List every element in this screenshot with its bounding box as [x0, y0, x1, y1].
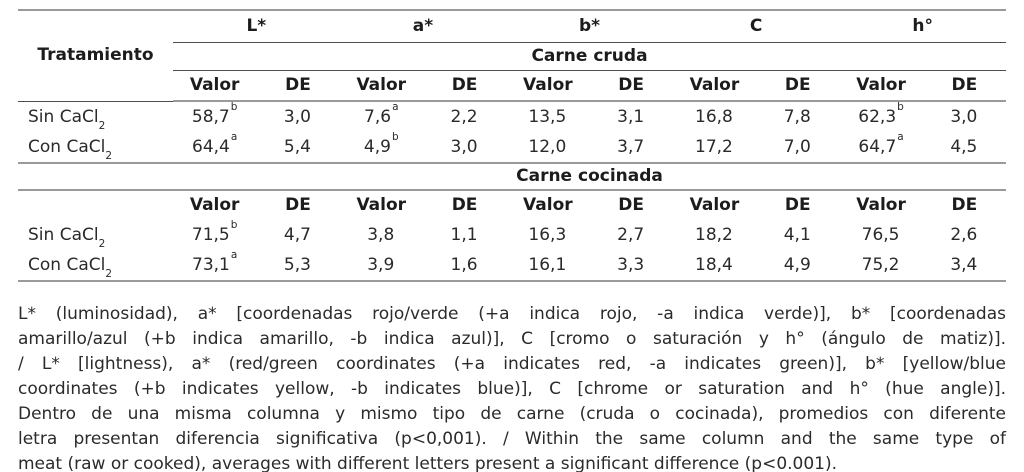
value-cell: 4,1	[783, 225, 811, 245]
value-cell: 4,9	[783, 255, 811, 275]
spacer-cell	[18, 190, 173, 220]
value-cell: 62,3b	[858, 101, 904, 127]
value-cell: 7,0	[783, 137, 811, 157]
subheader-valor: Valor	[189, 195, 240, 215]
value-cell: 7,6a	[364, 101, 399, 127]
value-cell: 5,4	[283, 137, 311, 157]
value-cell: 3,0	[450, 137, 478, 157]
section-title-row-cooked: Carne cocinada	[18, 162, 1007, 191]
subheader-valor: Valor	[523, 195, 573, 215]
value-cell: 13,5	[528, 107, 567, 127]
section-title-cooked: Carne cocinada	[173, 162, 1007, 191]
value-cell: 76,5	[861, 225, 900, 245]
value-cell: 64,4a	[192, 131, 238, 157]
subheader-de: DE	[451, 195, 478, 215]
meat-color-table: Tratamiento L* a* b* C h° Carne cruda Va…	[18, 9, 1007, 282]
group-header-row: Tratamiento L* a* b* C h°	[18, 10, 1007, 102]
row-label: Sin CaCl2	[28, 106, 106, 133]
footnote-line: Dentro de una misma columna y mismo tipo…	[18, 404, 1006, 424]
value-cell: 5,3	[283, 255, 311, 275]
value-cell: 3,1	[617, 107, 645, 127]
subheader-de: DE	[589, 70, 673, 102]
subheader-de: DE	[256, 70, 340, 102]
row-label: Con CaCl2	[28, 137, 113, 163]
value-cell: 3,4	[950, 255, 978, 275]
footnote-line: meat (raw or cooked), averages with diff…	[18, 454, 838, 472]
value-cell: 1,1	[450, 225, 478, 245]
value-cell: 58,7b	[191, 101, 238, 127]
subheader-valor: Valor	[173, 70, 257, 102]
table-footnote: L* (luminosidad), a* [coordenadas rojo/v…	[18, 302, 1006, 472]
table-row-raw-sin-cacl2: Sin CaCl2 58,7b 3,0 7,6a 2,2 13,5 3,1 16…	[18, 101, 1006, 132]
value-cell: 3,7	[617, 137, 645, 157]
footnote-line: amarillo/azul (+b indica amarillo, -b in…	[18, 329, 1006, 349]
table-row-cooked-con-cacl2: Con CaCl2 73,1a 5,3 3,9 1,6 16,1 3,3 18,…	[18, 250, 1006, 281]
value-cell: 2,2	[450, 107, 478, 127]
subheader-valor: Valor	[672, 70, 757, 102]
subheader-de: DE	[618, 195, 645, 215]
spacer-cell	[18, 162, 173, 191]
value-cell: 3,3	[617, 255, 645, 275]
value-cell: 12,0	[528, 137, 567, 157]
value-cell: 64,7a	[858, 131, 904, 157]
subheader-valor: Valor	[856, 195, 906, 215]
value-cell: 75,2	[861, 255, 900, 275]
group-header-c: C	[672, 10, 840, 43]
group-header-bstar: b*	[506, 10, 673, 43]
value-cell: 18,4	[695, 255, 733, 275]
subheader-valor: Valor	[689, 195, 740, 215]
footnote-line: / L* [lightness), a* (red/green coordina…	[18, 354, 1006, 374]
value-cell: 16,3	[528, 225, 567, 245]
value-cell: 3,0	[950, 107, 978, 127]
value-cell: 3,9	[367, 255, 395, 275]
value-cell: 7,8	[783, 107, 811, 127]
subheader-de: DE	[756, 70, 840, 102]
row-label: Sin CaCl2	[28, 225, 106, 251]
subheader-de: DE	[422, 70, 507, 102]
subheader-row-cooked: Valor DE Valor DE Valor DE Valor DE Valo…	[18, 190, 1006, 220]
subheader-valor: Valor	[356, 195, 407, 215]
group-header-hue: h°	[839, 10, 1007, 43]
row-label: Con CaCl2	[28, 255, 113, 281]
section-title-raw: Carne cruda	[173, 42, 1007, 71]
value-cell: 18,2	[695, 225, 733, 245]
value-cell: 4,9b	[363, 131, 399, 157]
subheader-de: DE	[951, 195, 978, 215]
subheader-de: DE	[922, 70, 1007, 102]
section-title-row-raw: Carne cruda	[18, 42, 1007, 71]
value-cell: 4,7	[283, 225, 311, 245]
footnote-line: coordinates (+b indicates yellow, -b ind…	[18, 379, 1006, 399]
footnote-line: letra presentan diferencia significativa…	[18, 429, 1006, 449]
value-cell: 16,8	[695, 107, 733, 127]
group-header-lstar: L*	[173, 10, 340, 43]
table-row-raw-con-cacl2: Con CaCl2 64,4a 5,4 4,9b 3,0 12,0 3,7 17…	[18, 132, 1006, 163]
subheader-row-raw: Valor DE Valor DE Valor DE Valor DE Valo…	[18, 70, 1007, 102]
value-cell: 73,1a	[192, 249, 238, 275]
footnote-line: L* (luminosidad), a* [coordenadas rojo/v…	[18, 304, 1006, 324]
value-cell: 1,6	[450, 255, 478, 275]
table-row-cooked-sin-cacl2: Sin CaCl2 71,5b 4,7 3,8 1,1 16,3 2,7 18,…	[18, 220, 1006, 250]
group-header-astar: a*	[339, 10, 507, 43]
subheader-de: DE	[784, 195, 811, 215]
value-cell: 3,0	[283, 107, 311, 127]
value-cell: 71,5b	[191, 219, 238, 245]
subheader-de: DE	[285, 195, 311, 215]
value-cell: 16,1	[528, 255, 567, 275]
value-cell: 3,8	[367, 225, 395, 245]
subheader-valor: Valor	[506, 70, 590, 102]
value-cell: 2,6	[950, 225, 978, 245]
value-cell: 17,2	[695, 137, 733, 157]
treatment-column-header: Tratamiento	[18, 10, 173, 102]
subheader-valor: Valor	[839, 70, 923, 102]
value-cell: 2,7	[617, 225, 645, 245]
subheader-valor: Valor	[339, 70, 423, 102]
value-cell: 4,5	[950, 137, 978, 157]
